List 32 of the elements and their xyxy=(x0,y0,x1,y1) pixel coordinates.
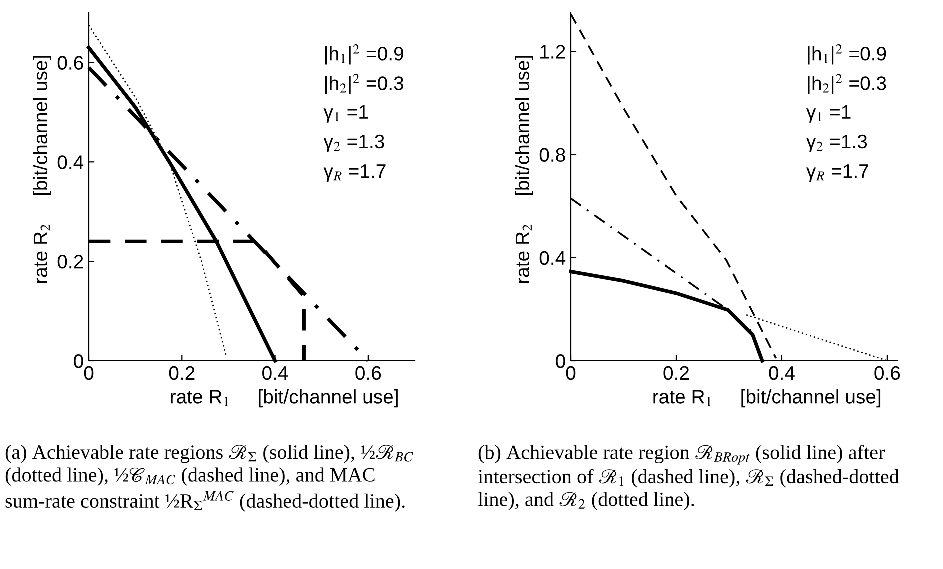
text: rate R$_{1}$ [bit/channel use] xyxy=(654,390,881,408)
text: rate R$_{2}$ [bit/channel use] xyxy=(33,56,52,284)
x-tick-label: 0.2 xyxy=(169,366,195,380)
x-tick-label: 0 xyxy=(84,366,94,380)
text: rate R$_{2}$ [bit/channel use] xyxy=(515,56,534,284)
y-tick-label: 0.6 xyxy=(58,56,84,70)
x-tick-label: 0.4 xyxy=(769,366,795,380)
annotation: γ$_{2}$ =1.3 xyxy=(324,134,384,152)
annotation: γ$_{1}$ =1 xyxy=(324,105,368,123)
y-tick-label: 0.4 xyxy=(58,156,84,170)
text: (a) Achievable rate regions ℛ$_{Σ}$ (solid line), ½ℛ$_{BC}$ (dotted line), ½𝒞$_{MAC}$ (dashed line), and MAC sum-rate constraint ½R$_{Σ}$$^{MAC}$ (dashed-dotted line). xyxy=(6,445,414,512)
text: (b) Achievable rate region ℛ$_{BRopt}$ (solid line) after intersection of ℛ$_{1}$ (dashed line), ℛ$_{Σ}$ (dashed-dotted line), and ℛ$_{2}$ (dotted line). xyxy=(478,445,900,510)
annotation: γ$_{R}$ =1.7 xyxy=(806,164,868,182)
y-tick-label: 0.8 xyxy=(540,148,566,162)
annotation: γ$_{R}$ =1.7 xyxy=(324,164,386,182)
y-tick-label: 0.2 xyxy=(58,255,84,269)
x-tick-label: 0.6 xyxy=(356,366,382,380)
x-tick-label: 0.6 xyxy=(874,366,900,380)
y-tick-label: 0.4 xyxy=(540,251,566,266)
annotation: |h$_{2}$|$^{2}$ =0.3 xyxy=(325,74,404,94)
y-tick-label: 0 xyxy=(556,354,566,368)
annotation: |h$_{1}$|$^{2}$ =0.9 xyxy=(325,44,404,65)
annotation: γ$_{1}$ =1 xyxy=(806,105,851,123)
text: rate R$_{1}$ [bit/channel use] xyxy=(171,390,398,408)
annotation: |h$_{1}$|$^{2}$ =0.9 xyxy=(808,44,886,65)
x-tick-label: 0.4 xyxy=(262,366,288,380)
annotation: |h$_{2}$|$^{2}$ =0.3 xyxy=(808,74,886,94)
x-tick-label: 0.2 xyxy=(664,366,690,380)
annotation: γ$_{2}$ =1.3 xyxy=(806,134,868,152)
y-tick-label: 1.2 xyxy=(540,45,566,59)
y-tick-label: 0 xyxy=(74,354,84,368)
x-tick-label: 0 xyxy=(566,366,576,380)
